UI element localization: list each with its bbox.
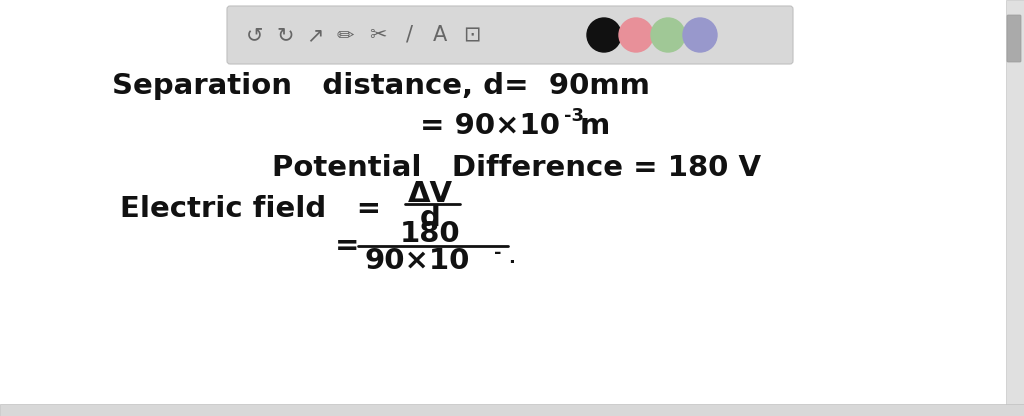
Text: =: =	[335, 232, 359, 260]
Text: ↺: ↺	[246, 25, 264, 45]
Text: /: /	[407, 25, 414, 45]
Text: 90×10: 90×10	[365, 247, 470, 275]
FancyBboxPatch shape	[227, 6, 793, 64]
Text: ΔV: ΔV	[408, 180, 453, 208]
Text: ✏: ✏	[336, 25, 353, 45]
Text: -: -	[494, 244, 502, 262]
Text: ↻: ↻	[276, 25, 294, 45]
Circle shape	[683, 18, 717, 52]
Text: m: m	[580, 112, 610, 140]
Text: -3: -3	[564, 107, 584, 125]
Text: .: .	[508, 249, 515, 267]
FancyBboxPatch shape	[1006, 0, 1024, 416]
Text: A: A	[433, 25, 447, 45]
FancyBboxPatch shape	[0, 404, 1024, 416]
Text: = 90×10: = 90×10	[420, 112, 560, 140]
Circle shape	[587, 18, 621, 52]
Text: 180: 180	[399, 220, 461, 248]
Circle shape	[618, 18, 653, 52]
Text: Potential   Difference = 180 V: Potential Difference = 180 V	[272, 154, 761, 182]
Text: ✂: ✂	[370, 25, 387, 45]
Circle shape	[651, 18, 685, 52]
Text: Electric field   =: Electric field =	[120, 195, 381, 223]
Text: d: d	[420, 204, 440, 232]
Text: ⊡: ⊡	[463, 25, 480, 45]
FancyBboxPatch shape	[1007, 15, 1021, 62]
Text: ↗: ↗	[306, 25, 324, 45]
Text: Separation   distance, d=  90mm: Separation distance, d= 90mm	[112, 72, 650, 100]
